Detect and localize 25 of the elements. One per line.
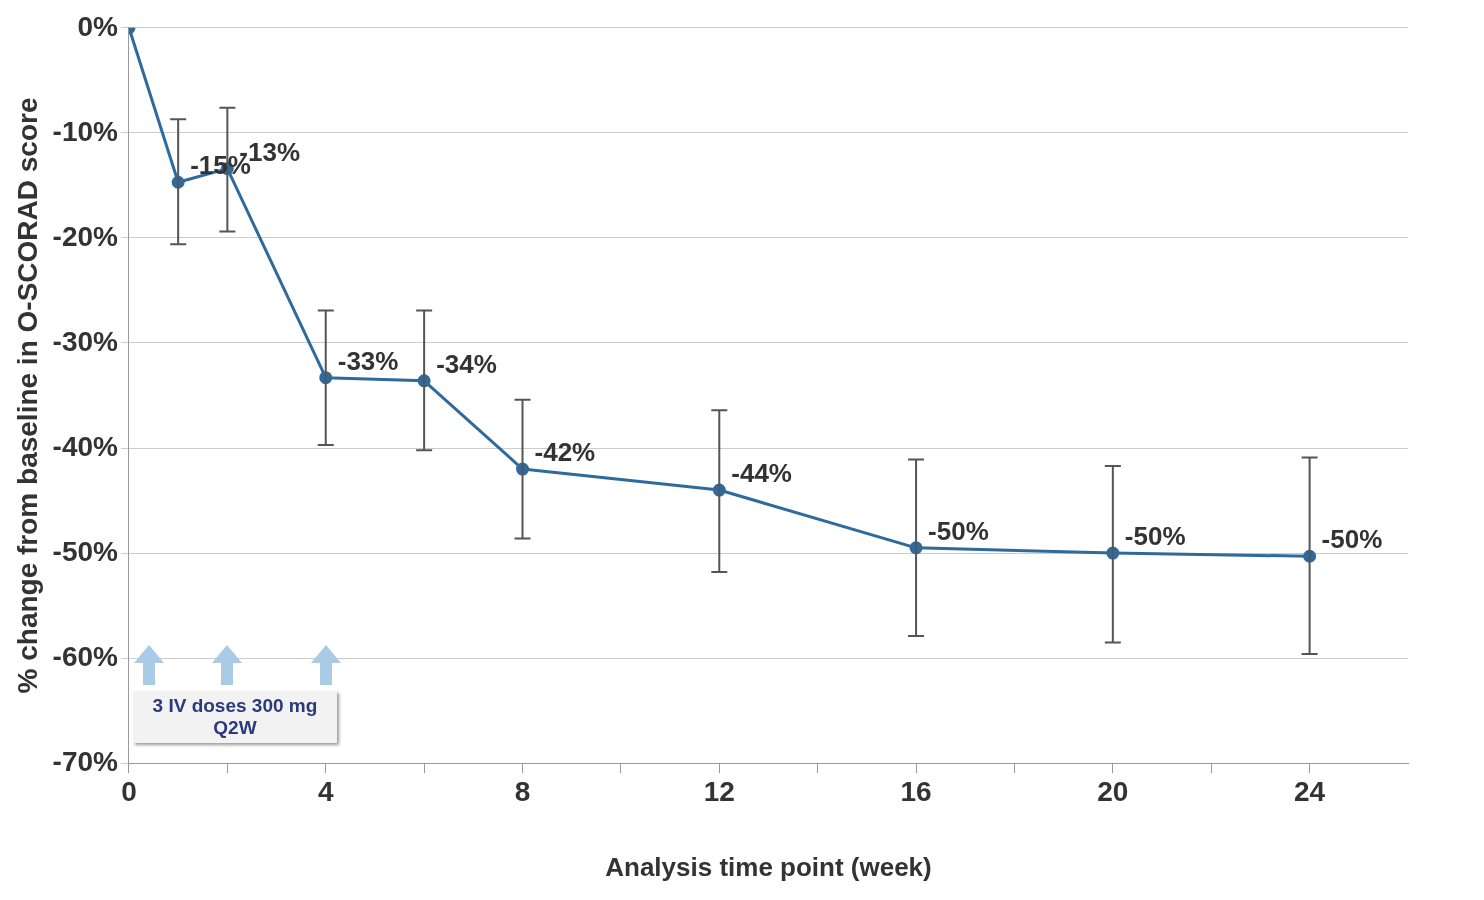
- y-tick-label: -30%: [52, 325, 119, 357]
- data-label: -33%: [337, 345, 399, 376]
- data-label: -42%: [534, 437, 596, 468]
- x-tick-label: 4: [317, 775, 334, 807]
- y-tick-label: 0%: [77, 10, 119, 42]
- data-label: -50%: [1124, 521, 1186, 552]
- y-tick-label: -40%: [52, 430, 119, 462]
- x-tick-label: 8: [514, 775, 531, 807]
- x-tick-label: 16: [900, 775, 932, 807]
- x-tick-label: 0: [121, 775, 137, 807]
- x-tick-label: 24: [1294, 775, 1326, 807]
- data-label: -44%: [731, 458, 792, 489]
- x-tick-label: 20: [1097, 775, 1129, 807]
- y-tick-label: -50%: [52, 535, 119, 567]
- y-tick-label: -60%: [52, 640, 119, 672]
- y-tick-label: -20%: [52, 220, 119, 252]
- data-label: -50%: [1321, 524, 1383, 555]
- y-tick-label: -70%: [52, 745, 119, 777]
- x-tick-label: 12: [703, 775, 735, 807]
- data-label: -50%: [928, 516, 989, 546]
- data-label: -34%: [436, 348, 497, 379]
- annotation: 3 IV doses 300 mg Q2W: [132, 691, 337, 744]
- y-axis-title: % change from baseline in O-SCORAD score: [11, 97, 43, 694]
- y-tick-label: -10%: [52, 115, 119, 147]
- x-axis-title: Analysis time point (week): [605, 851, 932, 882]
